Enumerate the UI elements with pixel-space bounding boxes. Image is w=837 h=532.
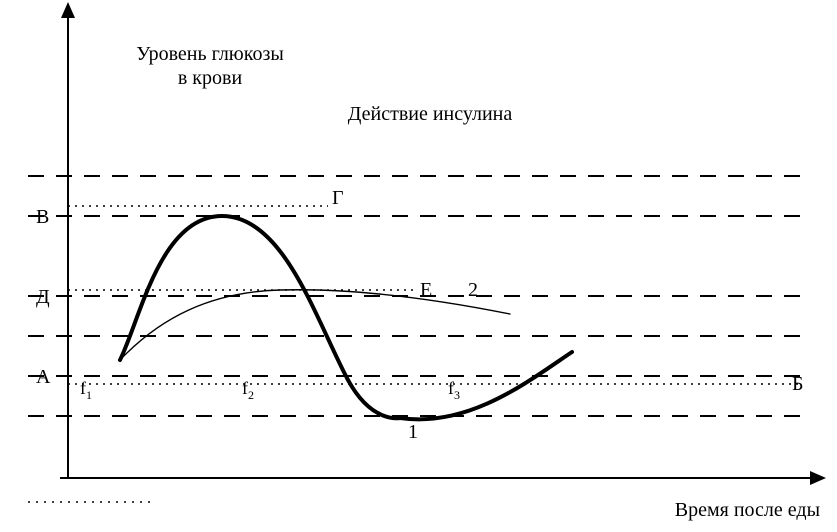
curve-label-2: 2 [468, 279, 478, 301]
y-tick-A: А [36, 366, 51, 388]
point-label-E: Е [420, 279, 432, 301]
f2-label: f2 [242, 378, 254, 402]
curve-1-glucose [120, 216, 572, 419]
curve-label-1: 1 [408, 421, 418, 443]
f3-label: f3 [448, 378, 460, 402]
y-title-line2: в крови [178, 67, 243, 89]
point-label-B: Б [792, 373, 803, 395]
curve-2-insulin [120, 290, 510, 360]
x-axis-arrowhead-icon [810, 471, 826, 485]
glucose-insulin-chart: Уровень глюкозы в крови Действие инсулин… [0, 0, 837, 532]
point-label-G: Г [332, 187, 344, 209]
y-tick-D: Д [36, 286, 50, 308]
y-title-line1: Уровень глюкозы [136, 43, 284, 65]
chart-title-insulin: Действие инсулина [348, 103, 513, 125]
y-tick-V: В [36, 206, 49, 228]
chart-container: Уровень глюкозы в крови Действие инсулин… [0, 0, 837, 532]
y-axis-arrowhead-icon [61, 2, 75, 18]
f1-label: f1 [80, 378, 92, 402]
x-axis-label: Время после еды [675, 499, 820, 521]
